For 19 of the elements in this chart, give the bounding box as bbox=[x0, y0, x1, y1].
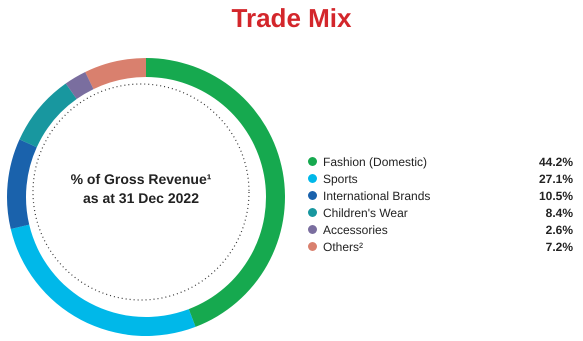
legend-label: Children's Wear bbox=[323, 206, 409, 220]
data-label: 10.5% bbox=[538, 188, 573, 202]
legend-label: Others² bbox=[323, 240, 364, 254]
donut-slice bbox=[10, 224, 196, 336]
legend-label: Accessories bbox=[323, 222, 389, 236]
donut-slice bbox=[66, 72, 94, 100]
data-label: 8.4% bbox=[546, 206, 573, 220]
legend-label: International Brands bbox=[323, 188, 432, 202]
data-label: 2.6% bbox=[546, 222, 573, 236]
chart-title: Trade Mix bbox=[230, 2, 352, 35]
donut-slice bbox=[19, 84, 77, 148]
legend-label: Fashion (Domestic) bbox=[323, 154, 428, 168]
legend-label: Sports bbox=[323, 172, 359, 186]
donut-slice bbox=[85, 58, 146, 90]
donut-slice bbox=[7, 139, 37, 230]
data-label: 7.2% bbox=[546, 240, 573, 254]
data-label: 27.1% bbox=[538, 172, 573, 186]
text: % of Gross Revenue¹ as at 31 Dec 2022 bbox=[70, 170, 212, 208]
data-label: 44.2% bbox=[538, 154, 573, 168]
